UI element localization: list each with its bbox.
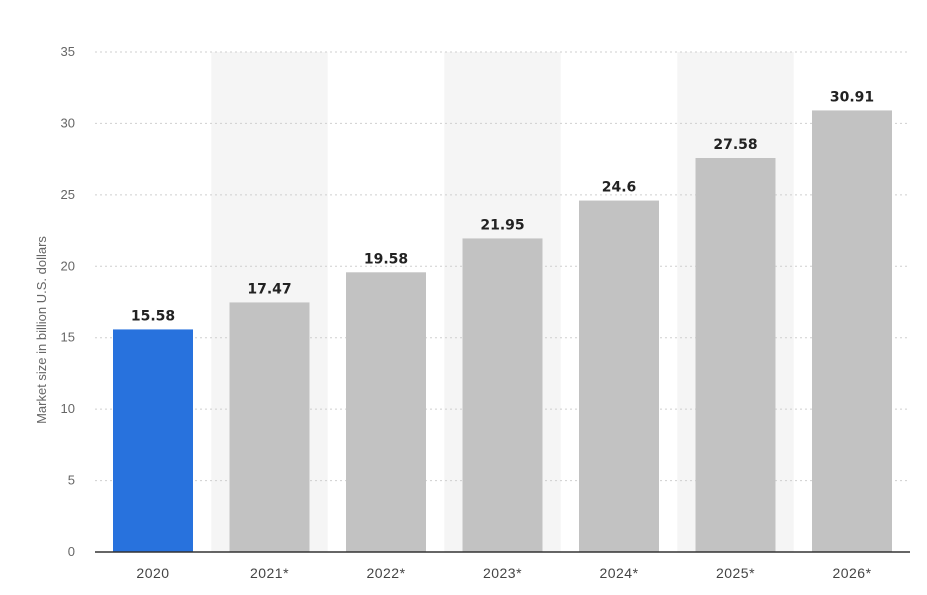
x-category-label: 2025*: [716, 565, 755, 581]
y-tick-label: 30: [61, 115, 75, 130]
x-category-label: 2020: [136, 565, 169, 581]
x-category-label: 2024*: [599, 565, 638, 581]
data-labels: 15.58 17.47 19.58 21.95 24.6 27.58 30.91: [131, 89, 874, 324]
y-tick-label: 35: [61, 44, 75, 59]
bar: [462, 238, 543, 552]
bar: [229, 302, 310, 552]
bar: [812, 110, 892, 552]
y-axis-title: Market size in billion U.S. dollars: [34, 236, 49, 424]
x-category-label: 2021*: [250, 565, 289, 581]
x-category-label: 2026*: [832, 565, 871, 581]
data-label: 27.58: [713, 137, 757, 153]
data-label: 30.91: [830, 89, 874, 105]
y-tick-label: 25: [61, 187, 75, 202]
y-tick-label: 15: [61, 330, 75, 345]
y-tick-label: 5: [68, 473, 75, 488]
bar: [695, 158, 776, 552]
y-tick-label: 0: [68, 544, 75, 559]
data-label: 17.47: [247, 281, 291, 297]
bars: [113, 110, 892, 553]
bar: [579, 200, 659, 553]
y-axis-ticks: 0 5 10 15 20 25 30 35: [61, 44, 75, 559]
y-tick-label: 10: [61, 401, 75, 416]
x-axis-categories: 2020 2021* 2022* 2023* 2024* 2025* 2026*: [136, 565, 871, 581]
data-label: 19.58: [364, 251, 408, 267]
bar: [113, 329, 193, 552]
data-label: 15.58: [131, 308, 175, 324]
x-category-label: 2022*: [366, 565, 405, 581]
data-label: 24.6: [602, 180, 637, 196]
y-tick-label: 20: [61, 258, 75, 273]
bar: [346, 272, 426, 552]
x-category-label: 2023*: [483, 565, 522, 581]
data-label: 21.95: [480, 217, 524, 233]
